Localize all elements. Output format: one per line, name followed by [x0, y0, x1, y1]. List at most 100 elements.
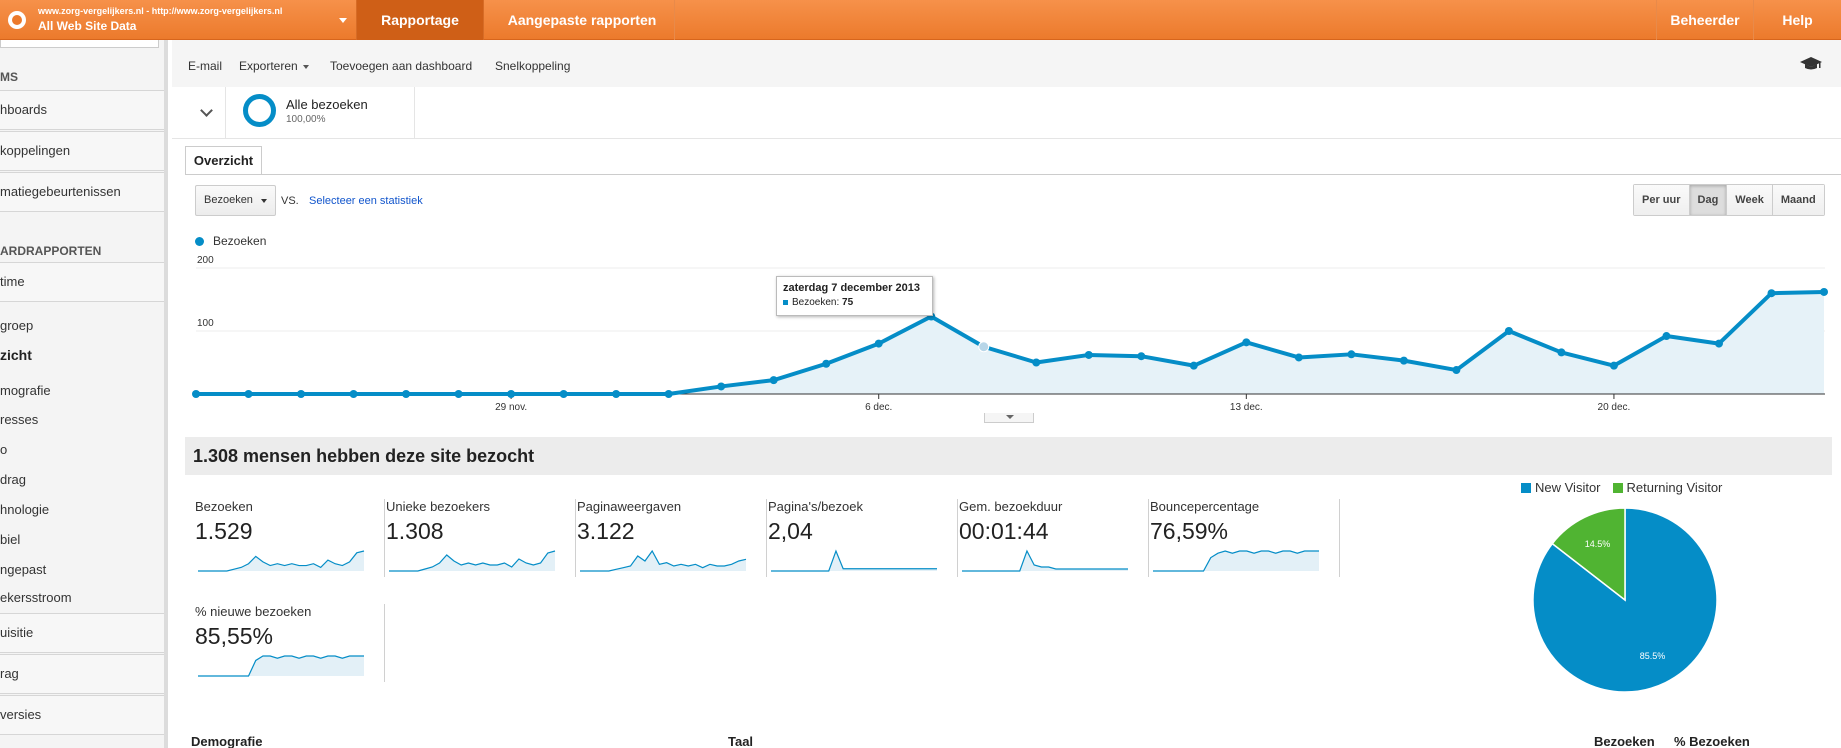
segment-toggle[interactable]: [188, 87, 226, 139]
sidebar-item-aangepast[interactable]: ngepast: [0, 562, 47, 577]
data-point[interactable]: [1137, 352, 1146, 361]
data-point[interactable]: [1347, 350, 1356, 359]
add-to-dashboard-button[interactable]: Toevoegen aan dashboard: [330, 59, 473, 73]
stat-label: Gem. bezoekduur: [959, 499, 1063, 514]
sidebar-item-informatiegebeurtenissen[interactable]: matiegebeurtenissen: [0, 172, 164, 212]
data-point[interactable]: [1399, 356, 1408, 365]
data-point[interactable]: [874, 339, 883, 348]
sidebar-item-bezoekersstroom[interactable]: ekersstroom: [0, 590, 72, 605]
data-point[interactable]: [1294, 353, 1303, 362]
graduation-cap-icon[interactable]: [1800, 57, 1822, 71]
sidebar-item-mobiel[interactable]: biel: [0, 532, 21, 547]
granularity-maand[interactable]: Maand: [1772, 185, 1824, 215]
pie-legend-item[interactable]: New Visitor: [1521, 480, 1601, 495]
account-selector[interactable]: www.zorg-vergelijkers.nl - http://www.zo…: [0, 0, 356, 40]
data-point[interactable]: [1662, 332, 1671, 341]
stat-card: Gem. bezoekduur 00:01:44: [959, 499, 1149, 577]
granularity-week[interactable]: Week: [1727, 185, 1773, 215]
table-header-bezoeken[interactable]: Bezoeken: [1594, 734, 1655, 748]
sidebar: MS hboards koppelingen matiegebeurteniss…: [0, 40, 168, 748]
data-point[interactable]: [822, 359, 831, 368]
pie-legend-label: Returning Visitor: [1626, 480, 1723, 495]
data-point[interactable]: [1242, 338, 1251, 347]
sidebar-item-gedrag-section[interactable]: rag: [0, 654, 164, 694]
stat-label: Bezoeken: [195, 499, 253, 514]
sidebar-item-geo[interactable]: o: [0, 442, 8, 457]
data-point[interactable]: [559, 390, 568, 398]
table-header-pct-bezoeken[interactable]: % Bezoeken: [1674, 734, 1750, 748]
sidebar-item-conversies[interactable]: versies: [0, 695, 164, 735]
table-header-demografie: Demografie: [191, 734, 263, 748]
stat-card: % nieuwe bezoeken 85,55%: [195, 604, 385, 682]
shortcut-button[interactable]: Snelkoppeling: [495, 59, 571, 73]
sidebar-section-heading: ARDRAPPORTEN: [0, 244, 102, 258]
metric-select[interactable]: Bezoeken: [195, 185, 276, 216]
report-toolbar: [172, 40, 1841, 87]
stat-value: 2,04: [768, 518, 813, 544]
segment-card[interactable]: [226, 87, 415, 139]
top-navigation-bar: www.zorg-vergelijkers.nl - http://www.zo…: [0, 0, 1841, 40]
export-button[interactable]: Exporteren: [239, 59, 309, 73]
sidebar-item-doelgroep[interactable]: groep: [0, 318, 34, 333]
email-button[interactable]: E-mail: [188, 59, 223, 73]
data-point[interactable]: [769, 376, 778, 385]
granularity-per-uur[interactable]: Per uur: [1634, 185, 1690, 215]
data-point[interactable]: [507, 390, 516, 398]
stat-card: Bezoeken 1.529: [195, 499, 385, 577]
sidebar-item-dashboards[interactable]: hboards: [0, 90, 164, 130]
sidebar-item-demografie[interactable]: mografie: [0, 383, 51, 398]
data-point[interactable]: [244, 390, 253, 398]
series-marker: [783, 299, 788, 305]
sidebar-item-overzicht[interactable]: zicht: [0, 347, 32, 363]
sidebar-item-interesses[interactable]: resses: [0, 412, 39, 427]
data-point[interactable]: [612, 390, 621, 398]
data-point[interactable]: [1714, 339, 1723, 348]
data-point[interactable]: [192, 390, 200, 398]
table-header-taal[interactable]: Taal: [728, 734, 754, 748]
sparkline-area: [198, 551, 364, 571]
granularity-dag[interactable]: Dag: [1689, 185, 1728, 215]
data-point[interactable]: [349, 390, 358, 398]
nav-rapportage[interactable]: Rapportage: [356, 0, 484, 40]
pie-slice[interactable]: [1551, 507, 1626, 602]
data-point[interactable]: [1504, 327, 1513, 335]
sparkline-area: [962, 551, 1128, 571]
data-point[interactable]: [402, 390, 411, 398]
data-point[interactable]: [297, 390, 306, 398]
tooltip-label: Bezoeken:: [792, 297, 840, 308]
sidebar-search-box[interactable]: [0, 40, 159, 48]
data-point[interactable]: [1189, 361, 1198, 370]
sidebar-item-acquisitie[interactable]: uisitie: [0, 613, 164, 653]
data-point[interactable]: [1084, 350, 1093, 359]
data-point[interactable]: [1767, 289, 1776, 298]
sidebar-item-technologie[interactable]: hnologie: [0, 502, 50, 517]
data-point[interactable]: [454, 390, 463, 398]
nav-help[interactable]: Help: [1753, 0, 1841, 40]
chart-collapse-handle[interactable]: [984, 413, 1034, 423]
segment-percentage: 100,00%: [286, 114, 326, 125]
sparkline: [198, 550, 365, 572]
data-point[interactable]: [717, 382, 726, 391]
nav-beheerder[interactable]: Beheerder: [1656, 0, 1753, 40]
data-point[interactable]: [1557, 348, 1566, 357]
data-point[interactable]: [978, 341, 990, 353]
stat-card: Unieke bezoekers 1.308: [386, 499, 576, 577]
sidebar-item-snelkoppelingen[interactable]: koppelingen: [0, 131, 164, 171]
sidebar-item-realtime[interactable]: time: [0, 262, 164, 302]
nav-aangepaste-rapporten[interactable]: Aangepaste rapporten: [490, 0, 675, 40]
granularity-toggle: Per uur Dag Week Maand: [1633, 184, 1825, 216]
pie-legend-item[interactable]: Returning Visitor: [1612, 480, 1723, 495]
stat-value: 76,59%: [1150, 518, 1229, 544]
data-point[interactable]: [1820, 287, 1828, 296]
data-point[interactable]: [1452, 366, 1461, 375]
account-view-name: All Web Site Data: [38, 19, 137, 33]
tab-overzicht[interactable]: Overzicht: [185, 146, 262, 174]
data-point[interactable]: [1032, 358, 1041, 367]
select-statistic-link[interactable]: Selecteer een statistiek: [309, 195, 423, 207]
x-tick-label: 29 nov.: [495, 402, 527, 413]
y-tick-label: 200: [197, 255, 214, 266]
data-point[interactable]: [1609, 361, 1618, 370]
data-point[interactable]: [664, 390, 673, 398]
sidebar-item-gedrag[interactable]: drag: [0, 472, 27, 487]
stat-label: Bouncepercentage: [1150, 499, 1260, 514]
